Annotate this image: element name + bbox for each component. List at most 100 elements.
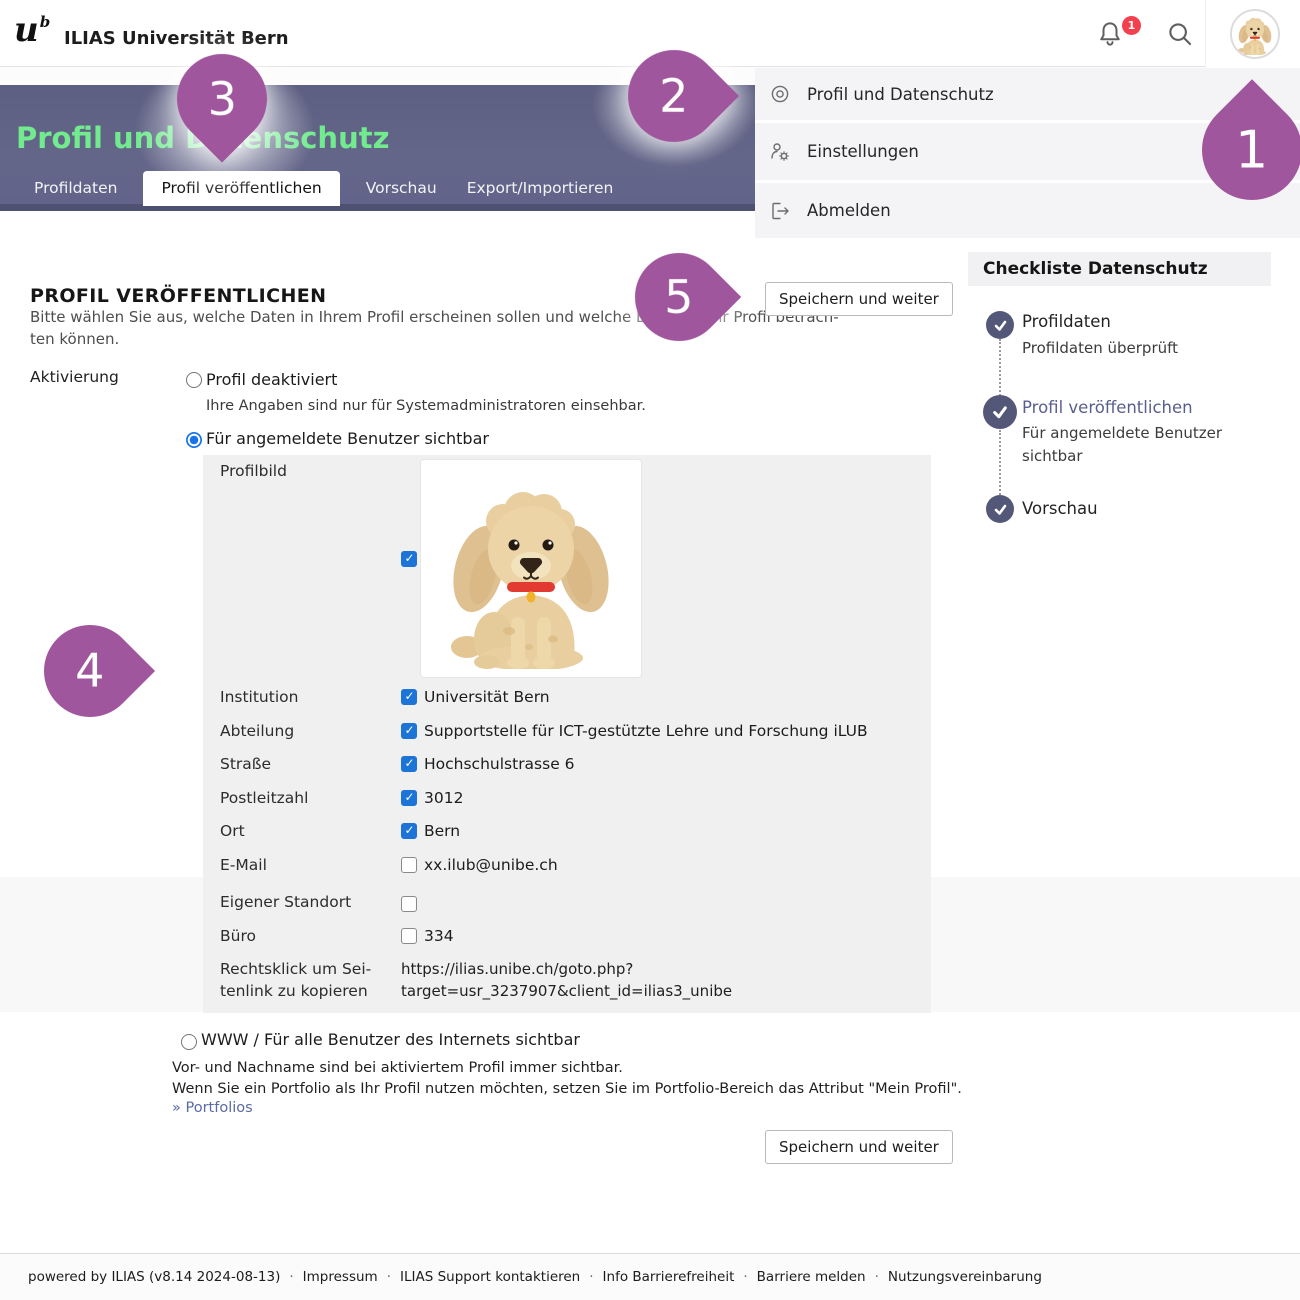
field-value: Universität Bern [424,688,550,706]
radio-label-www-sichtbar[interactable]: WWW / Für alle Benutzer des Internets si… [201,1030,580,1049]
intro-text-line2: ten können. [30,330,120,348]
profile-dog-image [431,469,631,669]
checkbox-buero[interactable] [401,928,417,944]
radio-label-angemeldete-benutzer[interactable]: Für angemeldete Benutzer sichtbar [206,429,489,448]
field-label: E-Mail [220,856,267,874]
save-and-continue-button-top[interactable]: Speichern und weiter [765,282,953,316]
profile-fields-panel: Profilbild Institution Universität Bern … [203,455,931,1013]
checklist-step-profil-veroeffentlichen[interactable]: Profil veröffentlichen [1022,398,1193,417]
powered-by-text: powered by ILIAS (v8.14 2024-08-13) [28,1269,281,1285]
checklist-step-vorschau[interactable]: Vorschau [1022,499,1098,518]
field-value: Hochschulstrasse 6 [424,755,575,773]
separator-dot [387,1269,391,1285]
checklist-connector [999,430,1001,495]
menu-separator [755,120,1300,123]
callout-number: 2 [659,69,689,123]
checklist-header: Checkliste Datenschutz [968,252,1271,286]
menu-separator [755,180,1300,183]
separator-dot [589,1269,593,1285]
field-label: Büro [220,927,256,945]
avatar[interactable] [1230,9,1280,59]
radio-label-profil-deaktiviert[interactable]: Profil deaktiviert [206,370,338,389]
section-heading: PROFIL VERÖFFENTLICHEN [30,285,327,307]
brand-title: ILIAS Universität Bern [64,28,289,49]
checkbox-strasse[interactable] [401,756,417,772]
menu-item-abmelden[interactable]: Abmelden [755,183,1300,238]
field-value-row: xx.ilub@unibe.ch [401,856,558,874]
tab-profil-veroeffentlichen[interactable]: Profil veröffentlichen [143,170,340,206]
field-label: Eigener Standort [220,893,352,911]
person-gear-icon [769,141,791,163]
field-value-row: Bern [401,822,460,840]
check-circle-icon-active [983,395,1017,429]
check-circle-icon [986,311,1014,339]
radio-angemeldete-benutzer[interactable] [186,432,202,448]
field-value-row [401,896,424,912]
tab-profildaten[interactable]: Profildaten [34,179,118,197]
menu-item-label: Einstellungen [807,142,919,161]
checkbox-postleitzahl[interactable] [401,790,417,806]
callout-number: 5 [664,270,694,324]
field-value: 334 [424,927,454,945]
unibe-logo: ub [14,10,51,50]
checklist-step-sub-line2: sichtbar [1022,447,1083,465]
notification-badge: 1 [1122,16,1141,35]
separator-dot [875,1269,879,1285]
checkbox-institution[interactable] [401,689,417,705]
field-value-row: Universität Bern [401,688,550,706]
checkbox-email[interactable] [401,857,417,873]
menu-item-label: Profil und Datenschutz [807,84,994,104]
checkbox-ort[interactable] [401,823,417,839]
checkbox-eigener-standort[interactable] [401,896,417,912]
field-label: Straße [220,755,272,773]
profile-image-box [420,459,642,678]
tab-bar: Profildaten Profil veröffentlichen Vorsc… [30,170,617,206]
field-label: Institution [220,688,299,706]
profilbild-label: Profilbild [220,462,287,480]
portfolios-link[interactable]: » Portfolios [172,1100,253,1116]
pagelink-url-line1: https://ilias.unibe.ch/goto.php? [401,960,634,978]
callout-number: 4 [75,644,105,698]
separator-dot [743,1269,747,1285]
field-value: Supportstelle für ICT-gestützte Lehre un… [424,722,868,740]
footer-link-barrierefreiheit[interactable]: Info Barrierefreiheit [602,1269,735,1285]
footer-link-impressum[interactable]: Impressum [302,1269,378,1285]
footer: powered by ILIAS (v8.14 2024-08-13) Impr… [0,1253,1300,1300]
field-value: Bern [424,822,461,840]
field-value-row: 334 [401,927,454,945]
activation-label: Aktivierung [30,368,119,386]
tab-vorschau[interactable]: Vorschau [365,179,437,197]
checklist-connector [999,339,1001,396]
field-label: Ort [220,822,245,840]
radio-help-text: Ihre Angaben sind nur für Systemadminist… [206,398,646,414]
checklist-step-profildaten[interactable]: Profildaten [1022,312,1111,331]
pagelink-url-line2: target=usr_3237907&client_id=ilias3_unib… [401,982,733,1000]
field-label: Postleitzahl [220,789,309,807]
callout-pin-4: 4 [24,605,156,737]
footer-link-nutzungsvereinbarung[interactable]: Nutzungsvereinbarung [887,1269,1042,1285]
field-label: Abteilung [220,722,295,740]
pagelink-label-line2: tenlink zu kopieren [220,982,368,1000]
check-circle-icon [986,495,1014,523]
eye-icon [769,83,791,105]
checkbox-abteilung[interactable] [401,723,417,739]
field-value-row: Supportstelle für ICT-gestützte Lehre un… [401,722,868,740]
notifications-bell-icon[interactable] [1095,19,1125,49]
search-icon[interactable] [1165,19,1195,49]
footer-link-support[interactable]: ILIAS Support kontaktieren [400,1269,581,1285]
checkbox-profilbild[interactable] [401,551,417,567]
field-value-row: 3012 [401,789,463,807]
callout-number: 1 [1235,120,1269,180]
field-value: xx.ilub@unibe.ch [424,856,558,874]
radio-www-sichtbar[interactable] [181,1034,197,1050]
footer-link-barriere-melden[interactable]: Barriere melden [756,1269,866,1285]
logo-letter-b: b [39,13,51,31]
tab-export-importieren[interactable]: Export/Importieren [466,179,614,197]
radio-profil-deaktiviert[interactable] [186,372,202,388]
separator-dot [289,1269,293,1285]
field-value: 3012 [424,789,464,807]
avatar-tile [1205,0,1300,68]
callout-number: 3 [207,72,237,126]
save-and-continue-button-bottom[interactable]: Speichern und weiter [765,1130,953,1164]
checklist-step-sub-line1: Für angemeldete Benutzer [1022,424,1223,442]
